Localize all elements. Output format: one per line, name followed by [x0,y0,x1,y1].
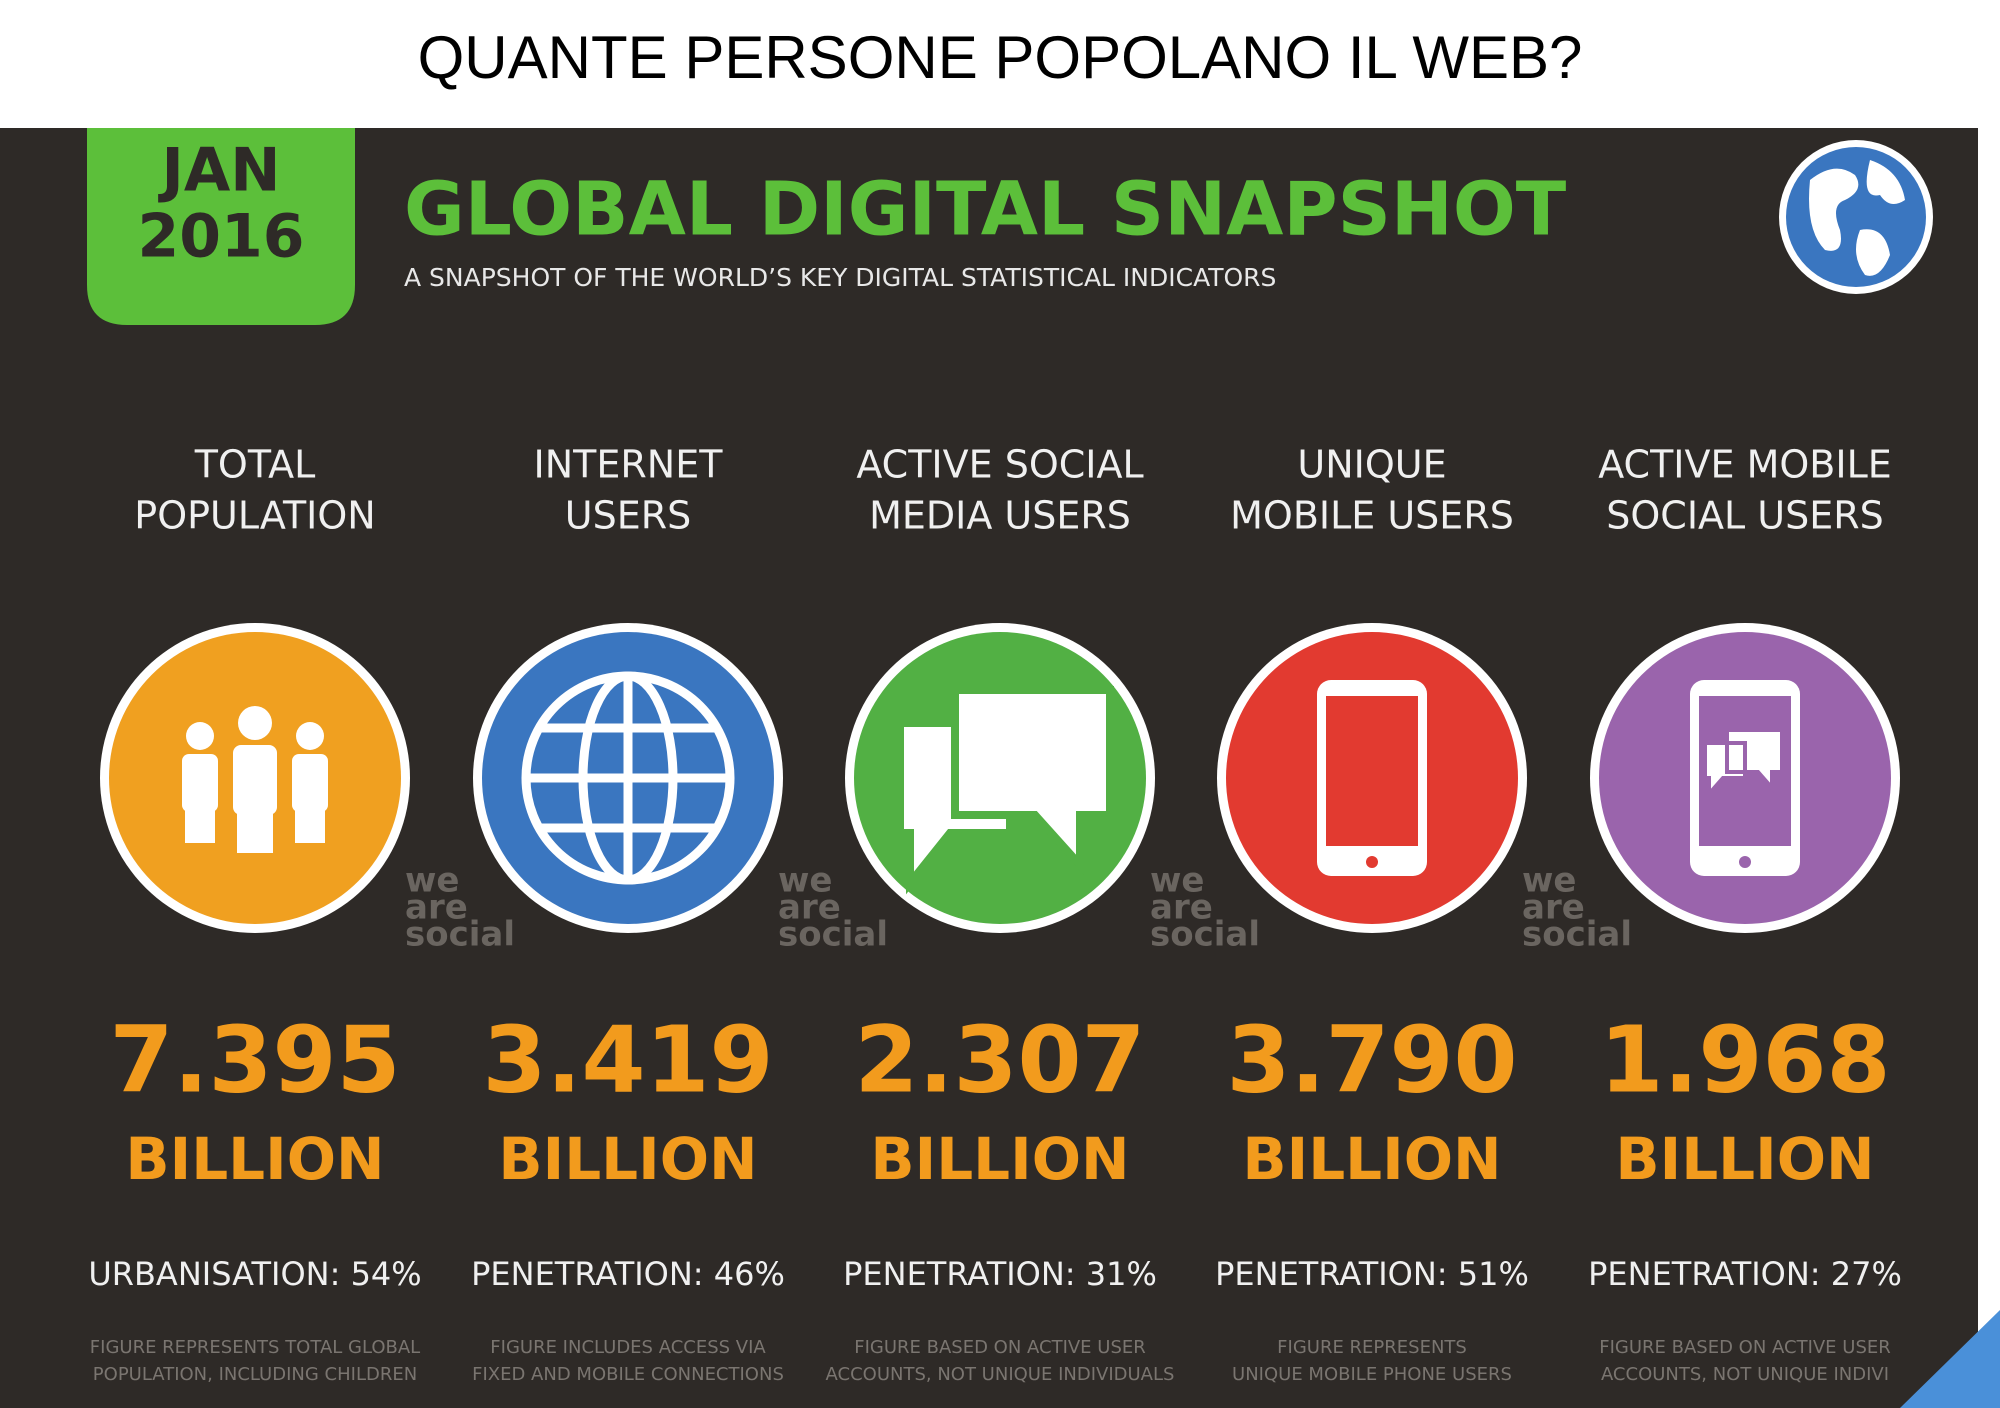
watermark: social [405,915,515,955]
badge-year: 2016 [138,202,305,272]
icon [1317,680,1427,876]
watermark: are [1150,888,1213,928]
stat-value: 3.419 [482,1006,773,1113]
subtitle: A SNAPSHOT OF THE WORLD’S KEY DIGITAL ST… [404,263,1276,292]
icon [1690,680,1800,876]
column-label: MOBILE USERS [1230,494,1514,538]
watermark: we [405,861,459,901]
column-label: TOTAL [194,443,316,487]
globe-icon [1779,140,1933,294]
column-label: ACTIVE MOBILE [1598,443,1892,487]
footnote: FIGURE BASED ON ACTIVE USER [1599,1337,1891,1358]
column-label: ACTIVE SOCIAL [856,443,1143,487]
watermark: are [1522,888,1585,928]
stat-detail: URBANISATION: 54% [88,1255,421,1293]
watermark: social [1522,915,1632,955]
stat-value: 2.307 [854,1006,1145,1113]
watermark: are [405,888,468,928]
stat-detail: PENETRATION: 31% [843,1255,1157,1293]
footnote: FIGURE REPRESENTS [1277,1337,1467,1358]
stat-detail: PENETRATION: 27% [1588,1255,1902,1293]
header-title: QUANTE PERSONE POPOLANO IL WEB? [418,24,1583,91]
footnote: FIGURE REPRESENTS TOTAL GLOBAL [90,1337,420,1358]
badge-month: JAN [158,136,281,206]
column-label: MEDIA USERS [869,494,1131,538]
watermark: we [1522,861,1576,901]
watermark: social [778,915,888,955]
column-label: SOCIAL USERS [1606,494,1884,538]
stat-column: ACTIVE MOBILE SOCIAL USERS 1.968 BILLION PE… [1588,443,1902,1386]
stat-value: 7.395 [109,1006,400,1113]
stat-value: 3.790 [1226,1006,1517,1113]
title: GLOBAL DIGITAL SNAPSHOT [404,167,1567,253]
footnote: FIGURE INCLUDES ACCESS VIA [490,1337,766,1358]
stat-unit: BILLION [1615,1125,1874,1193]
footnote: ACCOUNTS, NOT UNIQUE INDIVIDUALS [826,1364,1175,1385]
column-label: UNIQUE [1297,443,1446,487]
stat-unit: BILLION [125,1125,384,1193]
watermark: are [778,888,841,928]
stat-value: 1.968 [1599,1006,1890,1113]
stat-unit: BILLION [1242,1125,1501,1193]
column-label: POPULATION [134,494,375,538]
footnote: FIGURE BASED ON ACTIVE USER [854,1337,1146,1358]
icon [896,686,1114,895]
footnote: ACCOUNTS, NOT UNIQUE INDIVI [1601,1364,1889,1385]
corner-logo [1900,1310,2000,1408]
column-label: USERS [565,494,691,538]
footnote: UNIQUE MOBILE PHONE USERS [1232,1364,1512,1385]
watermark: social [1150,915,1260,955]
header-bg [0,0,2000,128]
stat-detail: PENETRATION: 46% [471,1255,785,1293]
stat-detail: PENETRATION: 51% [1215,1255,1529,1293]
column-label: INTERNET [534,443,724,487]
date-badge [87,128,355,325]
icon [182,706,328,853]
icon [521,671,735,885]
watermark: we [778,861,832,901]
footnote: FIXED AND MOBILE CONNECTIONS [472,1364,784,1385]
footnote: POPULATION, INCLUDING CHILDREN [93,1364,417,1385]
stat-unit: BILLION [870,1125,1129,1193]
stat-unit: BILLION [498,1125,757,1193]
watermark: we [1150,861,1204,901]
